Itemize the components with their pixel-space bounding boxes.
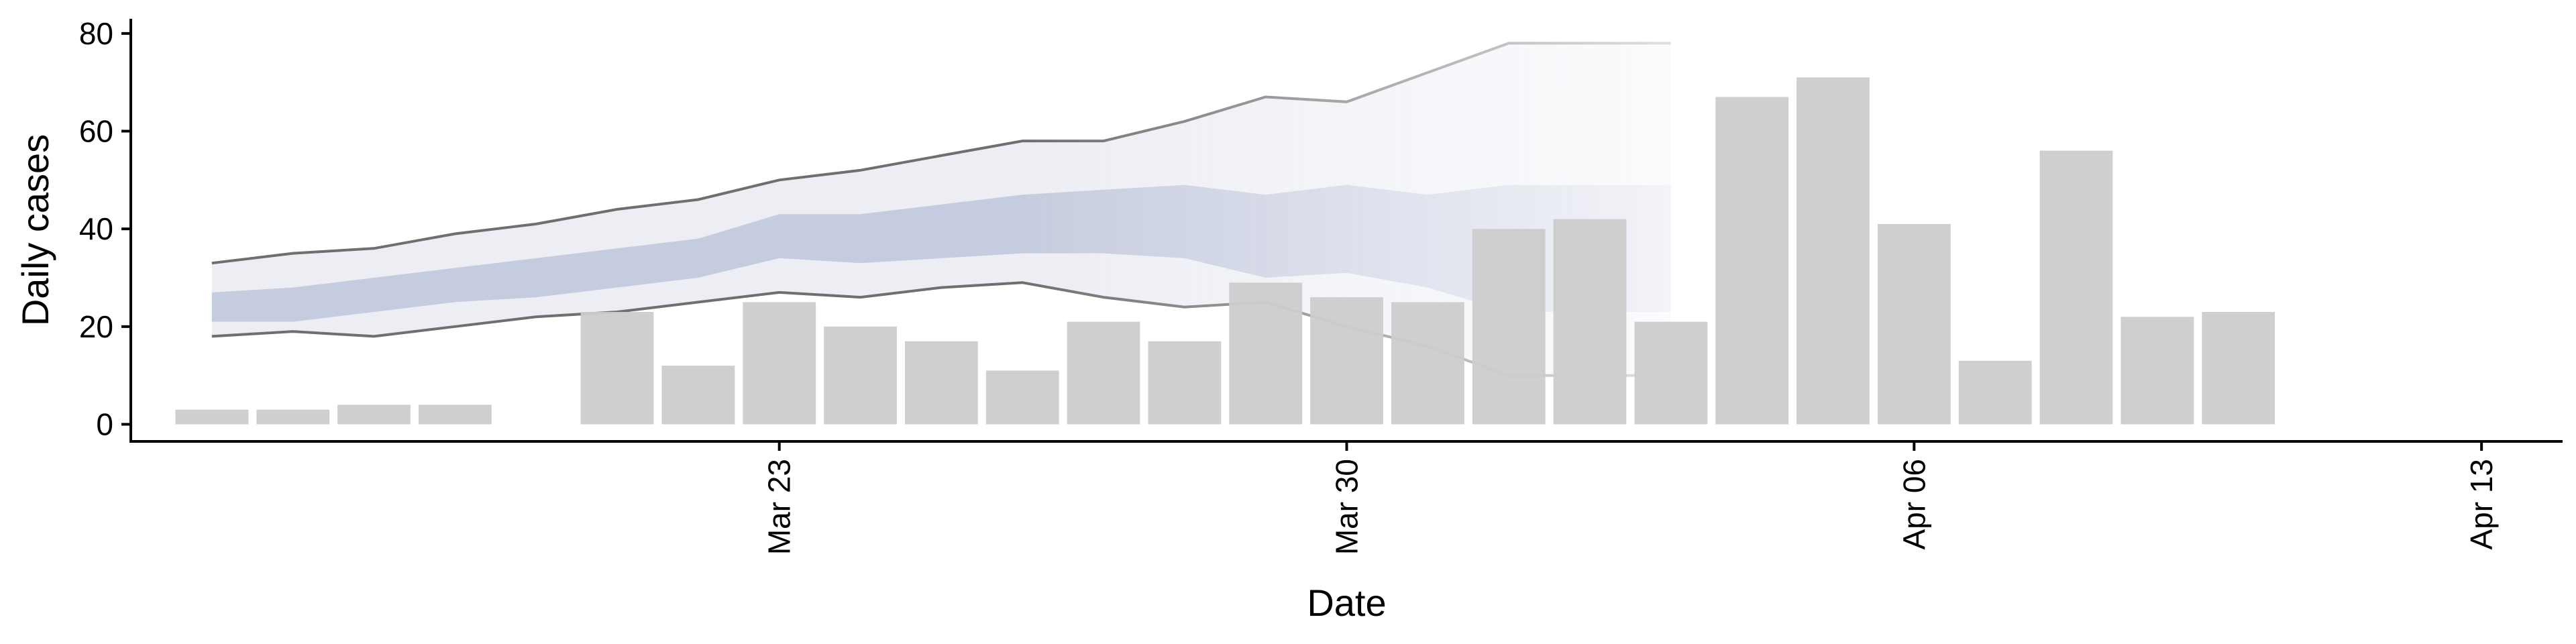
x-tick-label-2020-03-23: Mar 23: [762, 459, 797, 555]
bar-2020-04-08: [2039, 150, 2113, 425]
y-tick-label-20: 20: [79, 309, 113, 344]
x-axis-title: Date: [1307, 582, 1386, 624]
bar-2020-03-24: [824, 326, 897, 425]
bars-layer: [175, 77, 2275, 425]
bar-2020-03-30: [1310, 297, 1383, 425]
y-tick-label-0: 0: [96, 407, 113, 442]
y-tick-label-80: 80: [79, 16, 113, 51]
forecast-upper-bound-line: [211, 42, 1671, 265]
bar-2020-03-19: [419, 405, 492, 425]
bar-2020-03-22: [661, 366, 735, 425]
x-axis-ticks: Mar 23 Mar 30 Apr 06 Apr 13: [762, 441, 2499, 555]
bar-2020-03-27: [1067, 321, 1140, 425]
bar-2020-04-07: [1958, 360, 2032, 425]
x-tick-label-2020-04-06: Apr 06: [1896, 459, 1931, 550]
forecast-50-interval-band: [211, 184, 1671, 322]
axes: 0 20 40 60 80 Mar 23 Mar 30 Apr 06 Apr 13: [79, 16, 2563, 555]
bar-2020-03-26: [985, 370, 1059, 425]
bar-2020-04-01: [1472, 229, 1546, 425]
bar-2020-04-02: [1553, 219, 1627, 425]
bar-2020-03-17: [256, 409, 330, 425]
bar-2020-03-29: [1229, 282, 1303, 425]
y-axis-ticks: 0 20 40 60 80: [79, 16, 131, 442]
y-tick-label-60: 60: [79, 114, 113, 149]
bar-2020-03-18: [337, 405, 411, 425]
bar-2020-04-05: [1796, 77, 1870, 425]
bar-2020-03-16: [175, 409, 249, 425]
bar-2020-03-31: [1391, 302, 1464, 425]
bar-2020-04-09: [2121, 317, 2194, 425]
bar-2020-03-23: [743, 302, 816, 425]
x-tick-label-2020-03-30: Mar 30: [1330, 459, 1364, 555]
bar-2020-03-21: [580, 312, 654, 425]
y-tick-label-40: 40: [79, 211, 113, 246]
bar-2020-03-28: [1148, 341, 1222, 425]
bar-2020-04-03: [1634, 321, 1708, 425]
bar-2020-04-10: [2202, 312, 2275, 425]
bar-2020-03-25: [905, 341, 978, 425]
bar-2020-04-04: [1715, 97, 1789, 425]
x-tick-label-2020-04-13: Apr 13: [2464, 459, 2499, 550]
y-axis-title: Daily cases: [14, 134, 56, 326]
bar-2020-04-06: [1878, 223, 1951, 425]
